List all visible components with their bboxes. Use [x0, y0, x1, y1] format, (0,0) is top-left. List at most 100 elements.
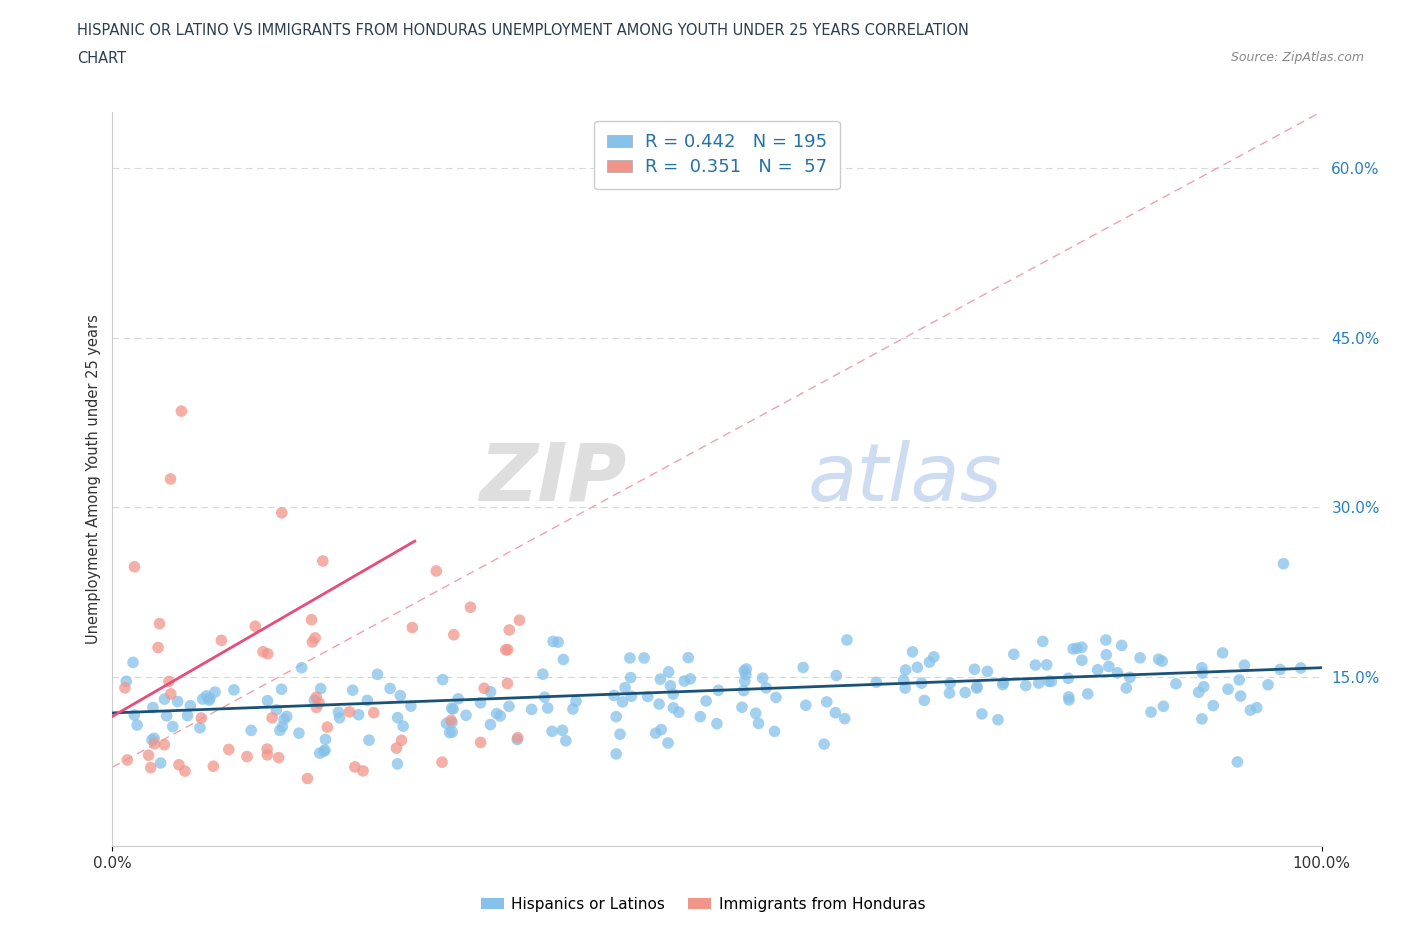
- Point: [910, 676, 932, 691]
- Point: [1032, 634, 1054, 649]
- Point: [835, 632, 858, 647]
- Point: [387, 756, 409, 771]
- Point: [894, 662, 917, 677]
- Point: [167, 757, 190, 772]
- Point: [115, 674, 138, 689]
- Point: [470, 696, 492, 711]
- Point: [1216, 682, 1239, 697]
- Point: [1257, 677, 1279, 692]
- Point: [1246, 700, 1268, 715]
- Point: [1268, 662, 1291, 677]
- Point: [658, 664, 681, 679]
- Point: [460, 600, 482, 615]
- Point: [425, 564, 447, 578]
- Point: [893, 672, 915, 687]
- Point: [495, 643, 517, 658]
- Point: [1057, 693, 1080, 708]
- Point: [1119, 670, 1142, 684]
- Point: [304, 693, 326, 708]
- Point: [342, 683, 364, 698]
- Text: HISPANIC OR LATINO VS IMMIGRANTS FROM HONDURAS UNEMPLOYMENT AMONG YOUTH UNDER 25: HISPANIC OR LATINO VS IMMIGRANTS FROM HO…: [77, 23, 969, 38]
- Point: [922, 649, 945, 664]
- Point: [976, 664, 998, 679]
- Point: [1070, 640, 1092, 655]
- Point: [447, 691, 470, 706]
- Point: [1188, 684, 1211, 699]
- Point: [1077, 686, 1099, 701]
- Point: [256, 693, 278, 708]
- Point: [953, 685, 976, 700]
- Point: [198, 693, 221, 708]
- Point: [218, 742, 240, 757]
- Text: Source: ZipAtlas.com: Source: ZipAtlas.com: [1230, 51, 1364, 64]
- Point: [470, 735, 492, 750]
- Point: [479, 717, 502, 732]
- Point: [755, 681, 778, 696]
- Point: [308, 696, 330, 711]
- Point: [1289, 660, 1312, 675]
- Point: [143, 731, 166, 746]
- Point: [648, 697, 671, 711]
- Point: [485, 706, 508, 721]
- Point: [970, 707, 993, 722]
- Point: [918, 655, 941, 670]
- Point: [267, 751, 290, 765]
- Point: [612, 695, 634, 710]
- Point: [605, 710, 627, 724]
- Point: [650, 723, 672, 737]
- Point: [314, 732, 336, 747]
- Point: [127, 718, 149, 733]
- Point: [747, 716, 769, 731]
- Point: [441, 724, 464, 739]
- Point: [328, 711, 350, 725]
- Point: [650, 671, 672, 686]
- Point: [1212, 645, 1234, 660]
- Point: [176, 708, 198, 723]
- Point: [673, 673, 696, 688]
- Point: [389, 688, 412, 703]
- Point: [314, 743, 336, 758]
- Point: [179, 698, 201, 713]
- Point: [156, 709, 179, 724]
- Point: [139, 760, 162, 775]
- Point: [1233, 658, 1256, 672]
- Point: [256, 748, 278, 763]
- Point: [662, 700, 685, 715]
- Point: [735, 661, 758, 676]
- Point: [236, 749, 259, 764]
- Point: [1038, 673, 1060, 688]
- Point: [763, 724, 786, 738]
- Point: [174, 764, 197, 778]
- Point: [252, 644, 274, 659]
- Point: [689, 710, 711, 724]
- Point: [153, 737, 176, 752]
- Point: [297, 771, 319, 786]
- Text: CHART: CHART: [77, 51, 127, 66]
- Point: [157, 674, 180, 689]
- Point: [731, 699, 754, 714]
- Point: [537, 700, 560, 715]
- Point: [305, 690, 328, 705]
- Point: [430, 755, 453, 770]
- Point: [1057, 689, 1080, 704]
- Point: [202, 759, 225, 774]
- Point: [357, 733, 380, 748]
- Point: [496, 643, 519, 658]
- Point: [401, 620, 423, 635]
- Point: [1087, 662, 1109, 677]
- Point: [541, 724, 564, 738]
- Point: [195, 688, 218, 703]
- Point: [637, 689, 659, 704]
- Point: [993, 675, 1015, 690]
- Point: [659, 678, 682, 693]
- Point: [1028, 675, 1050, 690]
- Point: [894, 681, 917, 696]
- Point: [301, 634, 323, 649]
- Point: [520, 702, 543, 717]
- Point: [551, 723, 574, 737]
- Point: [440, 715, 463, 730]
- Point: [385, 740, 408, 755]
- Point: [276, 709, 298, 724]
- Point: [301, 612, 323, 627]
- Point: [1202, 698, 1225, 713]
